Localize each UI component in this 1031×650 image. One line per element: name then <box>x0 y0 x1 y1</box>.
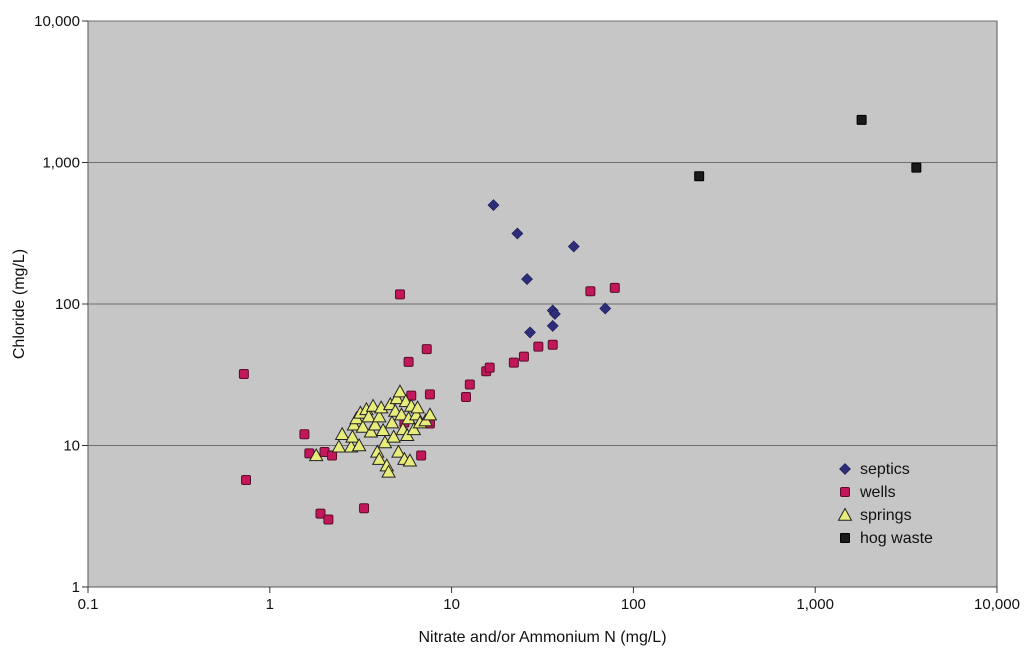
legend-marker-hog-waste <box>840 533 850 543</box>
wells-point <box>327 450 338 461</box>
springs-point <box>384 415 400 429</box>
legend-label-hog-waste: hog waste <box>860 530 933 547</box>
springs-point <box>381 464 396 478</box>
springs-point <box>363 424 379 438</box>
springs-point <box>351 437 367 452</box>
springs-point <box>402 453 418 467</box>
y-tick-label: 10,000 <box>34 13 80 30</box>
springs-point <box>394 407 409 421</box>
data-points <box>238 114 922 525</box>
septics-point <box>548 308 561 320</box>
y-tick-label: 1 <box>72 579 80 596</box>
wells-point <box>403 356 414 367</box>
wells-point <box>533 341 544 352</box>
wells-point <box>323 514 334 525</box>
springs-point <box>334 426 350 440</box>
septics-point <box>567 240 580 253</box>
wells-point <box>547 339 558 350</box>
legend-label-wells: wells <box>859 484 896 501</box>
x-axis-ticks: 0.1 1 10 100 1,000 10,000 <box>78 587 1020 613</box>
x-tick-label: 1,000 <box>796 596 834 613</box>
wells-point <box>359 503 370 514</box>
springs-point <box>361 409 377 423</box>
series-hog-waste <box>694 114 922 182</box>
wells-point <box>238 369 249 380</box>
y-tick-label: 100 <box>55 296 80 313</box>
wells-point <box>460 392 471 403</box>
wells-point <box>299 429 310 440</box>
hog-waste-point <box>911 162 922 173</box>
springs-point <box>386 429 401 443</box>
springs-point <box>389 390 405 405</box>
septics-point <box>511 227 524 240</box>
springs-point <box>365 398 381 412</box>
x-axis-title: Nitrate and/or Ammonium N (mg/L) <box>418 629 666 646</box>
springs-point <box>375 422 391 437</box>
y-tick-label: 1,000 <box>42 155 80 172</box>
legend-marker-septics <box>839 463 851 475</box>
springs-point <box>367 417 383 431</box>
legend-label-septics: septics <box>860 461 910 478</box>
legend-marker-springs <box>837 507 853 521</box>
y-tick-label: 10 <box>63 438 80 455</box>
wells-point <box>315 508 326 519</box>
springs-point <box>345 429 360 443</box>
gridlines <box>88 20 997 446</box>
y-axis-ticks: 1 10 100 1,000 10,000 <box>34 13 88 596</box>
septics-point <box>524 326 536 339</box>
x-tick-label: 10 <box>443 596 460 613</box>
wells-point <box>424 389 435 400</box>
springs-point <box>371 409 387 423</box>
x-tick-label: 0.1 <box>78 596 99 613</box>
series-springs <box>308 384 438 478</box>
wells-point <box>609 282 620 293</box>
legend: septics wells springs hog waste <box>837 461 933 547</box>
wells-point <box>241 475 252 486</box>
hog-waste-point <box>856 114 867 125</box>
x-tick-label: 10,000 <box>974 596 1020 613</box>
x-tick-label: 1 <box>266 596 274 613</box>
springs-point <box>308 447 324 462</box>
x-tick-label: 100 <box>621 596 646 613</box>
wells-point <box>464 379 475 390</box>
wells-point <box>484 362 495 373</box>
wells-point <box>416 450 427 461</box>
septics-point <box>487 199 500 212</box>
series-septics <box>487 199 612 339</box>
wells-point <box>394 289 405 300</box>
wells-point <box>518 351 529 362</box>
springs-point <box>422 407 438 421</box>
septics-point <box>521 273 533 286</box>
springs-point <box>391 444 406 458</box>
hog-waste-point <box>694 171 705 182</box>
springs-point <box>355 419 371 433</box>
springs-point <box>371 451 387 465</box>
legend-marker-wells <box>840 487 850 497</box>
springs-point <box>331 439 347 453</box>
septics-point <box>599 302 612 315</box>
wells-point <box>508 357 519 368</box>
septics-point <box>546 319 559 332</box>
springs-point <box>392 384 408 398</box>
y-axis-title: Chloride (mg/L) <box>11 249 28 359</box>
springs-point <box>406 421 422 436</box>
springs-point <box>410 400 425 414</box>
wells-point <box>421 344 432 355</box>
legend-label-springs: springs <box>860 507 912 524</box>
wells-point <box>585 286 596 297</box>
